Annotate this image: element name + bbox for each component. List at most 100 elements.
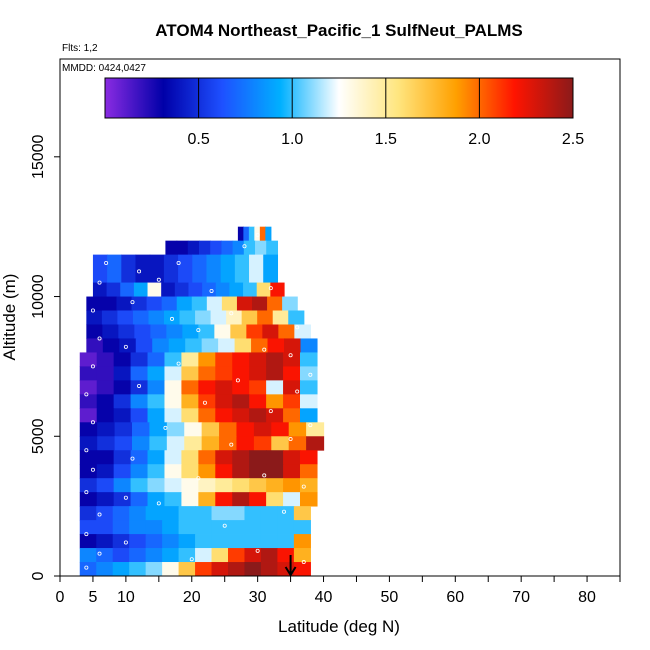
- y-tick-label: 10000: [30, 274, 47, 319]
- heatmap-cell: [96, 548, 114, 563]
- x-tick-label: 60: [446, 589, 464, 606]
- colorbar: [104, 77, 574, 119]
- heatmap-cell: [178, 520, 196, 535]
- heatmap-cell: [266, 394, 284, 409]
- heatmap-cell: [293, 548, 311, 563]
- heatmap-cells: [79, 226, 325, 577]
- heatmap-cell: [129, 520, 147, 535]
- heatmap-cell: [236, 436, 255, 451]
- heatmap-cell: [112, 506, 130, 521]
- heatmap-cell: [237, 226, 244, 242]
- heatmap-cell: [249, 366, 267, 381]
- heatmap-cell: [293, 534, 311, 549]
- heatmap-cell: [257, 310, 274, 325]
- heatmap-cell: [86, 338, 104, 353]
- heatmap-cell: [181, 450, 199, 465]
- sample-point: [288, 353, 293, 358]
- heatmap-cell: [198, 394, 216, 409]
- heatmap-cell: [86, 296, 103, 311]
- colorbar-tick-label: 0.5: [187, 131, 209, 148]
- sample-point: [301, 484, 306, 489]
- heatmap-cell: [147, 352, 166, 367]
- heatmap-cell: [263, 254, 279, 283]
- heatmap-cell: [79, 422, 98, 437]
- heatmap-cell: [92, 254, 108, 283]
- heatmap-cell: [96, 520, 114, 535]
- heatmap-cell: [249, 408, 267, 423]
- heatmap-cell: [219, 422, 238, 437]
- heatmap-cell: [195, 506, 213, 521]
- sample-point: [202, 400, 207, 405]
- heatmap-cell: [270, 282, 285, 297]
- heatmap-cell: [249, 478, 267, 493]
- sample-point: [84, 565, 89, 570]
- sample-point: [97, 280, 102, 285]
- heatmap-cell: [300, 338, 318, 353]
- heatmap-cell: [113, 492, 132, 507]
- heatmap-cell: [133, 282, 149, 297]
- heatmap-cell: [198, 408, 216, 423]
- heatmap-cell: [181, 408, 199, 423]
- heatmap-cell: [202, 282, 217, 297]
- heatmap-cell: [184, 436, 203, 451]
- heatmap-cell: [118, 324, 135, 339]
- heatmap-cell: [266, 352, 284, 367]
- heatmap-cell: [79, 548, 97, 563]
- x-tick-label: 10: [117, 589, 135, 606]
- heatmap-cell: [192, 254, 208, 283]
- heatmap-cell: [300, 352, 318, 367]
- heatmap-cell: [246, 324, 263, 339]
- heatmap-cell: [244, 534, 262, 549]
- heatmap-cell: [215, 394, 233, 409]
- heatmap-cell: [112, 520, 130, 535]
- sample-point: [84, 490, 89, 495]
- heatmap-cell: [79, 380, 98, 395]
- heatmap-cell: [215, 492, 233, 507]
- sample-point: [123, 495, 128, 500]
- heatmap-cell: [215, 450, 233, 465]
- heatmap-cell: [164, 464, 183, 479]
- heatmap-cell: [162, 562, 180, 577]
- heatmap-cell: [300, 492, 318, 507]
- heatmap-cell: [198, 366, 216, 381]
- heatmap-cell: [300, 380, 318, 395]
- heatmap-cell: [251, 338, 269, 353]
- sample-point: [268, 409, 273, 414]
- sample-point: [229, 311, 234, 316]
- heatmap-cell: [215, 352, 233, 367]
- sample-point: [196, 476, 201, 481]
- heatmap-cell: [277, 520, 295, 535]
- heatmap-cell: [241, 310, 258, 325]
- heatmap-cell: [234, 254, 250, 283]
- sample-point: [255, 548, 260, 553]
- heatmap-cell: [145, 548, 163, 563]
- heatmap-cell: [218, 338, 236, 353]
- heatmap-cell: [300, 394, 318, 409]
- heatmap-cell: [174, 282, 190, 297]
- heatmap-cell: [102, 338, 120, 353]
- heatmap-cell: [182, 324, 199, 339]
- heatmap-cell: [113, 478, 132, 493]
- y-axis: 0 5000 10000 15000: [30, 134, 60, 580]
- heatmap-cell: [179, 310, 196, 325]
- heatmap-cell: [232, 408, 250, 423]
- heatmap-cell: [149, 422, 168, 437]
- heatmap-cell: [184, 422, 203, 437]
- heatmap-cell: [101, 310, 119, 325]
- sample-point: [176, 261, 181, 266]
- sample-point: [169, 316, 174, 321]
- heatmap-cell: [145, 506, 163, 521]
- heatmap-cell: [181, 464, 199, 479]
- x-tick-label: 0: [56, 589, 65, 606]
- heatmap-cell: [129, 506, 147, 521]
- heatmap-cell: [79, 436, 98, 451]
- heatmap-cell: [96, 366, 115, 381]
- heatmap-cell: [129, 562, 147, 577]
- heatmap-cell: [226, 310, 243, 325]
- heatmap-cell: [232, 478, 250, 493]
- sample-point: [130, 456, 135, 461]
- heatmap-cell: [232, 492, 250, 507]
- heatmap-cell: [130, 394, 149, 409]
- heatmap-cell: [191, 296, 208, 311]
- sample-point: [209, 288, 214, 293]
